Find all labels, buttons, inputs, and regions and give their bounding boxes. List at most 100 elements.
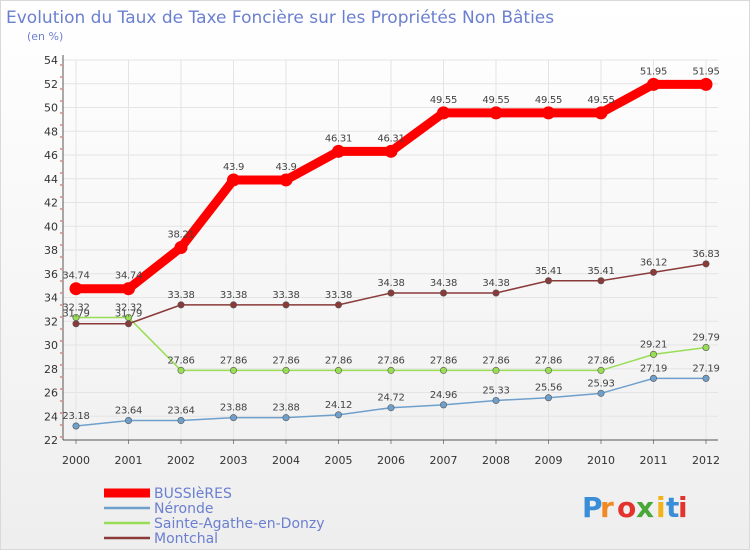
y-tick-labels: 22 24 26 28 30 32 34 36 38 40 42 44 46 48 50 52 54: [44, 54, 58, 447]
data-point: [282, 414, 290, 422]
data-label: 27.86: [587, 355, 614, 366]
data-point: [334, 366, 342, 374]
data-point: [279, 173, 293, 187]
data-label: 46.31: [377, 133, 404, 144]
data-point: [492, 396, 500, 404]
data-label: 31.79: [62, 309, 89, 320]
data-label: 33.38: [272, 290, 299, 301]
y-tick-label: 26: [44, 387, 58, 400]
y-tick-label: 34: [44, 292, 58, 305]
y-tick-label: 30: [44, 339, 58, 352]
y-tick-label: 54: [44, 54, 58, 67]
data-point: [544, 366, 552, 374]
logo-letter: i: [678, 491, 688, 524]
data-label: 51.95: [640, 66, 667, 77]
data-point: [649, 374, 657, 382]
data-label: 32.32: [62, 302, 89, 313]
data-point: [230, 301, 238, 309]
y-tick-label: 46: [44, 149, 58, 162]
data-point: [282, 366, 290, 374]
data-label: 25.33: [482, 385, 509, 396]
data-label: 27.86: [482, 355, 509, 366]
data-point: [125, 320, 133, 328]
logo-letter: x: [636, 491, 654, 524]
y-tick-label: 28: [44, 363, 58, 376]
data-label: 49.55: [482, 95, 509, 106]
axes: [60, 55, 718, 444]
data-label: 36.83: [692, 249, 719, 260]
data-point: [702, 260, 710, 268]
data-label: 49.55: [587, 95, 614, 106]
y-tick-label: 44: [44, 173, 58, 186]
x-tick-label: 2000: [62, 454, 90, 467]
x-tick-label: 2001: [115, 454, 143, 467]
data-point: [437, 106, 450, 120]
data-label: 34.38: [430, 278, 457, 289]
legend-label: Sainte-Agathe-en-Donzy: [154, 516, 325, 532]
y-tick-label: 42: [44, 197, 58, 210]
data-label: 24.12: [325, 400, 352, 411]
data-point: [334, 301, 342, 309]
x-tick-label: 2008: [482, 454, 510, 467]
y-tick-label: 32: [44, 315, 58, 328]
data-label: 27.86: [377, 355, 404, 366]
data-point: [177, 417, 185, 425]
series-montchal: 31.79 31.79 33.38 33.38 33.38 33.38 34.38 34.38…: [62, 249, 720, 328]
x-tick-label: 2003: [220, 454, 248, 467]
data-point: [72, 320, 80, 328]
data-point: [597, 277, 605, 285]
y-tick-label: 22: [44, 434, 58, 447]
data-label: 49.55: [535, 95, 562, 106]
data-label: 51.95: [692, 66, 719, 77]
series-sainte-agathe-en-donzy: 32.32 32.32 27.86 27.86 27.86 27.86 27.86 27.86…: [62, 302, 720, 374]
data-point: [387, 366, 395, 374]
data-label: 27.86: [272, 355, 299, 366]
data-label: 27.86: [430, 355, 457, 366]
data-point: [439, 401, 447, 409]
data-label: 33.38: [325, 290, 352, 301]
data-label: 25.56: [535, 383, 562, 394]
data-point: [177, 301, 185, 309]
data-label: 36.12: [640, 257, 667, 268]
data-label: 23.64: [115, 406, 142, 417]
data-label: 33.38: [167, 290, 194, 301]
logo-letter: i: [656, 491, 666, 524]
data-point: [594, 106, 608, 120]
data-point: [230, 366, 238, 374]
y-tick-label: 36: [44, 268, 58, 281]
data-label: 38.21: [167, 230, 194, 241]
data-point: [230, 414, 238, 422]
grid-lines: [63, 59, 718, 441]
data-point: [282, 301, 290, 309]
x-tick-label: 2005: [325, 454, 353, 467]
x-tick-label: 2010: [587, 454, 615, 467]
data-label: 35.41: [587, 266, 614, 277]
y-tick-label: 38: [44, 244, 58, 257]
y-tick-label: 52: [44, 78, 58, 91]
data-point: [702, 343, 710, 351]
y-tick-label: 40: [44, 220, 58, 233]
data-label: 34.38: [377, 278, 404, 289]
x-tick-label: 2009: [535, 454, 563, 467]
data-point: [544, 277, 552, 285]
data-point: [125, 417, 133, 425]
data-point: [177, 366, 185, 374]
logo-letter: r: [600, 491, 614, 524]
data-point: [492, 289, 500, 297]
series-group: 23.18 23.64 23.64 23.88 23.88 24.12 24.72 24.96…: [62, 66, 720, 430]
x-tick-label: 2004: [272, 454, 300, 467]
data-point: [702, 374, 710, 382]
data-point: [227, 173, 240, 187]
data-point: [542, 106, 555, 120]
data-point: [332, 144, 345, 158]
data-point: [387, 289, 395, 297]
series-n-ronde: 23.18 23.64 23.64 23.88 23.88 24.12 24.72 24.96…: [62, 363, 720, 430]
data-label: 29.21: [640, 339, 667, 350]
data-label: 35.41: [535, 266, 562, 277]
data-point: [492, 366, 500, 374]
data-label: 32.32: [115, 302, 142, 313]
data-point: [439, 289, 447, 297]
y-tick-label: 24: [44, 410, 58, 423]
data-label: 23.88: [220, 403, 247, 414]
